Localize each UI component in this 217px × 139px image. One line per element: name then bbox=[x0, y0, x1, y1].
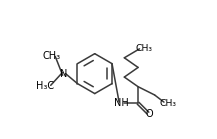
Text: H₃C: H₃C bbox=[36, 81, 54, 91]
Text: CH₃: CH₃ bbox=[160, 99, 177, 108]
Text: N: N bbox=[60, 69, 67, 79]
Text: CH₃: CH₃ bbox=[135, 44, 152, 53]
Text: CH₃: CH₃ bbox=[42, 51, 61, 61]
Text: NH: NH bbox=[114, 98, 129, 108]
Text: O: O bbox=[145, 109, 153, 119]
